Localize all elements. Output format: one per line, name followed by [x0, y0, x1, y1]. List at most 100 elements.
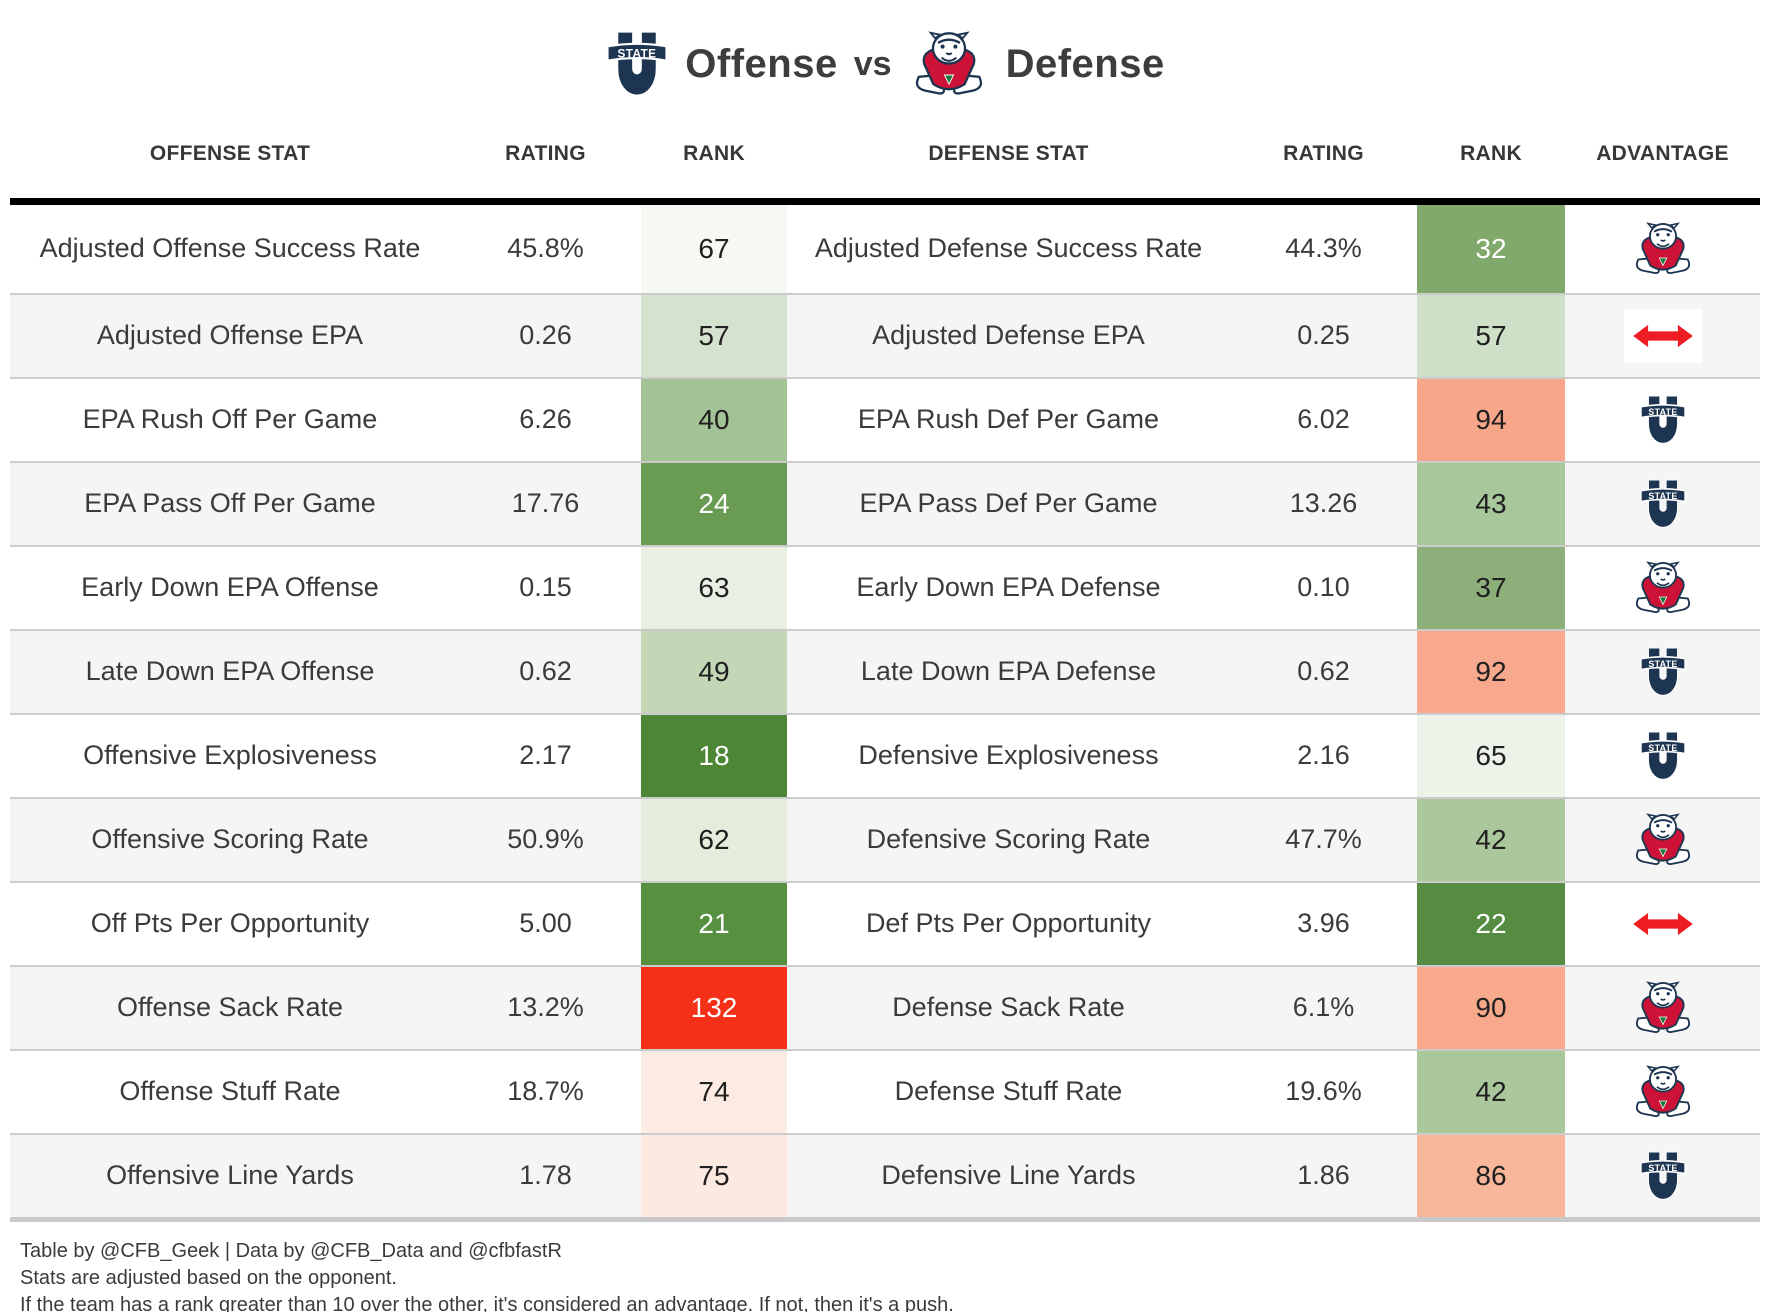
offense-rank-cell: 24: [641, 463, 787, 545]
utah-state-logo-icon: [1639, 1149, 1687, 1203]
table-footer: Table by @CFB_Geek | Data by @CFB_Data a…: [20, 1238, 1770, 1312]
offense-stat-label: Early Down EPA Offense: [81, 572, 379, 603]
defense-stat-label: Adjusted Defense Success Rate: [814, 233, 1203, 264]
defense-rating-value: 1.86: [1297, 1160, 1350, 1191]
defense-rating-value: 13.26: [1289, 488, 1358, 519]
offense-rating-value: 0.15: [519, 572, 572, 603]
column-header-defense-stat: DEFENSE STAT: [928, 142, 1089, 165]
defense-rating-value: 47.7%: [1285, 824, 1362, 855]
offense-rank-cell: 75: [641, 1135, 787, 1217]
table-row: Offensive Line Yards 1.78 75 Defensive L…: [10, 1133, 1760, 1217]
defense-rating-value: 6.02: [1297, 404, 1350, 435]
offense-stat-label: Adjusted Offense Success Rate: [39, 233, 421, 264]
defense-rating-value: 44.3%: [1285, 233, 1362, 264]
table-row: Late Down EPA Offense 0.62 49 Late Down …: [10, 629, 1760, 713]
offense-stat-label: Late Down EPA Offense: [85, 656, 375, 687]
utah-state-logo-icon: [1639, 645, 1687, 699]
defense-rank-cell: 42: [1417, 1051, 1565, 1133]
offense-rank-cell: 57: [641, 295, 787, 377]
table-row: Offense Sack Rate 13.2% 132 Defense Sack…: [10, 965, 1760, 1049]
defense-stat-label: Def Pts Per Opportunity: [865, 908, 1152, 939]
utah-state-logo-icon: [1639, 393, 1687, 447]
defense-rank-cell: 22: [1417, 883, 1565, 965]
offense-rating-value: 2.17: [519, 740, 572, 771]
offense-rating-value: 17.76: [511, 488, 580, 519]
advantage-cell: [1565, 799, 1760, 881]
defense-rating-value: 19.6%: [1285, 1076, 1362, 1107]
utah-state-logo-icon: [1639, 729, 1687, 783]
footer-note-adjusted: Stats are adjusted based on the opponent…: [20, 1267, 397, 1289]
column-header-offense-stat: OFFENSE STAT: [149, 142, 311, 165]
defense-rank-cell: 90: [1417, 967, 1565, 1049]
table-row: Early Down EPA Offense 0.15 63 Early Dow…: [10, 545, 1760, 629]
offense-rank-cell: 62: [641, 799, 787, 881]
fresno-state-logo-icon: [1627, 561, 1699, 615]
advantage-cell: [1565, 205, 1760, 293]
offense-rank-cell: 21: [641, 883, 787, 965]
defense-rank-cell: 37: [1417, 547, 1565, 629]
column-header-defense-rating: RATING: [1283, 142, 1364, 165]
defense-stat-label: Defense Stuff Rate: [894, 1076, 1123, 1107]
table-header-row: OFFENSE STAT RATING RANK DEFENSE STAT RA…: [10, 110, 1760, 205]
defense-stat-label: Defensive Scoring Rate: [866, 824, 1151, 855]
table-row: Offense Stuff Rate 18.7% 74 Defense Stuf…: [10, 1049, 1760, 1133]
defense-rank-cell: 42: [1417, 799, 1565, 881]
defense-rank-cell: 65: [1417, 715, 1565, 797]
fresno-state-logo-icon: [1627, 981, 1699, 1035]
defense-rating-value: 0.10: [1297, 572, 1350, 603]
footer-credit-line: Table by @CFB_Geek | Data by @CFB_Data a…: [20, 1240, 562, 1262]
offense-rank-cell: 63: [641, 547, 787, 629]
table-row: EPA Rush Off Per Game 6.26 40 EPA Rush D…: [10, 377, 1760, 461]
table-row: Offensive Scoring Rate 50.9% 62 Defensiv…: [10, 797, 1760, 881]
fresno-state-logo-icon: [1627, 222, 1699, 276]
push-arrow-icon: [1623, 897, 1703, 951]
offense-rating-value: 50.9%: [507, 824, 584, 855]
table-row: Off Pts Per Opportunity 5.00 21 Def Pts …: [10, 881, 1760, 965]
offense-rating-value: 5.00: [519, 908, 572, 939]
offense-stat-label: EPA Rush Off Per Game: [82, 404, 378, 435]
offense-rating-value: 6.26: [519, 404, 572, 435]
defense-stat-label: EPA Rush Def Per Game: [857, 404, 1160, 435]
offense-rank-cell: 49: [641, 631, 787, 713]
table-row: Adjusted Offense Success Rate 45.8% 67 A…: [10, 205, 1760, 293]
offense-rating-value: 45.8%: [507, 233, 584, 264]
fresno-state-logo-icon: [1627, 1065, 1699, 1119]
defense-rating-value: 2.16: [1297, 740, 1350, 771]
advantage-cell: [1565, 379, 1760, 461]
advantage-cell: [1565, 1051, 1760, 1133]
offense-stat-label: Adjusted Offense EPA: [96, 320, 364, 351]
push-arrow-icon: [1623, 309, 1703, 363]
offense-rank-cell: 132: [641, 967, 787, 1049]
defense-rating-value: 0.25: [1297, 320, 1350, 351]
table-row: Adjusted Offense EPA 0.26 57 Adjusted De…: [10, 293, 1760, 377]
defense-rank-cell: 43: [1417, 463, 1565, 545]
defense-stat-label: Defense Sack Rate: [892, 992, 1125, 1023]
table-row: Offensive Explosiveness 2.17 18 Defensiv…: [10, 713, 1760, 797]
defense-stat-label: Late Down EPA Defense: [860, 656, 1157, 687]
table-body: Adjusted Offense Success Rate 45.8% 67 A…: [10, 205, 1760, 1222]
column-header-defense-rank: RANK: [1460, 142, 1522, 165]
table-row: EPA Pass Off Per Game 17.76 24 EPA Pass …: [10, 461, 1760, 545]
offense-rank-cell: 67: [641, 205, 787, 293]
offense-rank-cell: 40: [641, 379, 787, 461]
advantage-cell: [1565, 883, 1760, 965]
column-header-offense-rank: RANK: [683, 142, 745, 165]
page-title: Offense vs Defense: [0, 18, 1770, 110]
defense-rank-cell: 92: [1417, 631, 1565, 713]
title-vs-label: vs: [853, 44, 892, 83]
advantage-cell: [1565, 1135, 1760, 1217]
offense-rating-value: 0.62: [519, 656, 572, 687]
advantage-cell: [1565, 631, 1760, 713]
column-header-offense-rating: RATING: [505, 142, 586, 165]
title-offense-label: Offense: [685, 41, 838, 86]
column-header-advantage: ADVANTAGE: [1596, 142, 1729, 165]
offense-rating-value: 0.26: [519, 320, 572, 351]
utah-state-logo-icon: [1639, 477, 1687, 531]
footer-note-advantage-rule: If the team has a rank greater than 10 o…: [20, 1294, 954, 1312]
advantage-cell: [1565, 463, 1760, 545]
fresno-state-logo-icon: [1627, 813, 1699, 867]
advantage-cell: [1565, 967, 1760, 1049]
offense-rank-cell: 74: [641, 1051, 787, 1133]
defense-rating-value: 6.1%: [1292, 992, 1355, 1023]
